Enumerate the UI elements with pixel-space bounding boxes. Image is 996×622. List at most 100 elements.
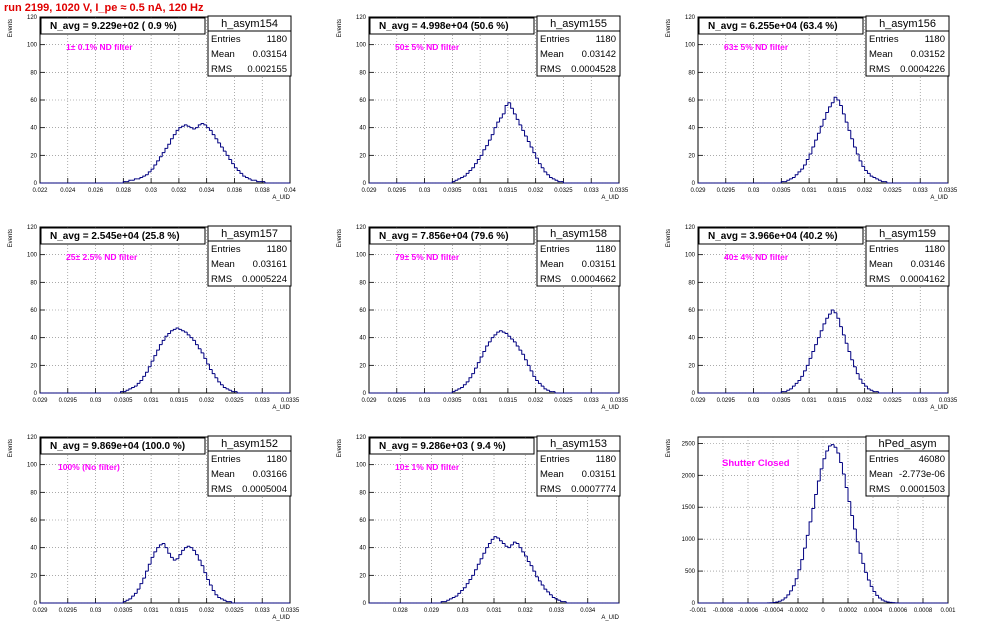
stat-label: Mean [211, 49, 235, 60]
histogram-bin [880, 598, 885, 601]
histogram-bin [515, 341, 519, 347]
histogram-bin [156, 349, 160, 356]
histogram-bin [172, 328, 177, 331]
x-axis-label: A_UID [601, 195, 619, 201]
navg-label: N_avg = 7.856e+04 (79.6 %) [379, 231, 509, 242]
stat-label: RMS [869, 64, 890, 75]
histogram-bin [142, 577, 146, 584]
x-tick-label: 0.0295 [59, 608, 78, 614]
histogram-bin [142, 175, 146, 178]
histogram-bin [844, 113, 848, 123]
histogram-bin [836, 312, 840, 319]
histogram-bin [822, 118, 826, 127]
x-tick-label: 0.0002 [839, 608, 858, 614]
histogram-bin [485, 345, 489, 352]
y-tick-label: 100 [27, 253, 38, 259]
histogram-bin [153, 551, 157, 558]
histogram-bin [178, 554, 182, 559]
x-tick-label: 0.0295 [717, 188, 736, 194]
histogram-panel: 0.022 0.024 0.026 0.028 0.03 0.032 0.034 0.036 0… [8, 15, 296, 201]
histogram-bin [844, 334, 848, 344]
filter-label: 50± 5% ND filter [395, 42, 460, 52]
histogram-bin [839, 100, 843, 107]
y-tick-label: 20 [359, 363, 366, 369]
histogram-bin [440, 601, 444, 603]
histogram-bin [206, 358, 210, 365]
histogram-bin [783, 597, 787, 600]
histogram-bin [883, 599, 887, 602]
x-tick-label: 0.031 [486, 608, 502, 614]
histogram-bin [164, 147, 168, 153]
stat-label: Mean [211, 259, 235, 270]
histogram-name: h_asym157 [221, 228, 278, 240]
histogram-name: h_asym159 [879, 228, 936, 240]
x-tick-label: 0.032 [171, 188, 187, 194]
histogram-bin [811, 146, 815, 154]
histogram-bin [211, 585, 215, 592]
y-tick-label: 40 [359, 126, 366, 132]
stat-value: 0.0001503 [900, 484, 945, 495]
navg-label: N_avg = 9.286e+03 ( 9.4 %) [379, 441, 506, 452]
x-tick-label: 0.029 [32, 398, 48, 404]
histogram-bin [225, 387, 229, 390]
histogram-bin [468, 377, 472, 382]
y-tick-label: 60 [359, 98, 366, 104]
stat-value: 0.03142 [582, 49, 616, 60]
y-tick-label: 60 [359, 518, 366, 524]
histogram-bin [233, 163, 238, 169]
x-tick-label: 0.0315 [828, 398, 847, 404]
x-tick-label: 0.0315 [499, 188, 518, 194]
histogram-bin [167, 143, 171, 149]
histogram-bin [524, 354, 528, 361]
y-tick-label: 100 [685, 43, 696, 49]
histogram-bin [197, 124, 202, 128]
histogram-bin [178, 127, 182, 131]
histogram-bin [546, 388, 550, 391]
histogram-bin [836, 97, 840, 101]
navg-box [698, 17, 864, 35]
histogram-bin [247, 177, 252, 180]
y-tick-label: 120 [356, 225, 367, 231]
y-tick-label: 80 [359, 280, 366, 286]
histogram-bin [850, 501, 854, 517]
histogram-bin [222, 598, 227, 601]
histogram-bin [836, 447, 840, 454]
histogram-bin [565, 601, 569, 604]
histogram-bin [816, 480, 821, 495]
stat-value: 0.03151 [582, 259, 616, 270]
x-tick-label: 0.04 [284, 188, 296, 194]
histogram-bin [153, 355, 157, 362]
histogram-bin [791, 585, 796, 591]
x-tick-label: 0.036 [227, 188, 243, 194]
stat-value: 0.0004662 [571, 274, 616, 285]
histogram-bin [504, 543, 508, 547]
histogram-bin [211, 130, 215, 136]
histogram-bin [819, 330, 823, 338]
histogram-bin [878, 178, 882, 181]
histogram-bin [145, 570, 149, 579]
navg-box [40, 17, 206, 35]
histogram-bin [780, 181, 785, 183]
y-tick-label: 40 [688, 336, 695, 342]
histogram-bin [131, 386, 135, 389]
histogram-bin [228, 155, 232, 160]
histogram-bin [482, 351, 486, 358]
histogram-bin [487, 139, 492, 146]
histogram-panel: 0.029 0.0295 0.03 0.0305 0.031 0.0315 0.032 0.0… [8, 225, 300, 411]
x-axis-label: A_UID [601, 615, 619, 621]
histogram-bin [878, 391, 882, 394]
x-tick-label: 0.031 [473, 398, 489, 404]
histogram-bin [192, 337, 196, 341]
histogram-bin [858, 153, 862, 162]
histogram-bin [549, 174, 553, 178]
histogram-bin [499, 330, 503, 333]
histogram-bin [864, 166, 868, 172]
histogram-bin [501, 330, 506, 333]
histogram-bin [145, 371, 149, 377]
histogram-bin [540, 580, 544, 586]
x-tick-label: 0.038 [255, 188, 271, 194]
x-tick-label: 0.031 [144, 398, 160, 404]
histogram-bin [540, 383, 544, 387]
histogram-bin [833, 310, 837, 314]
y-tick-label: 0 [34, 181, 38, 187]
